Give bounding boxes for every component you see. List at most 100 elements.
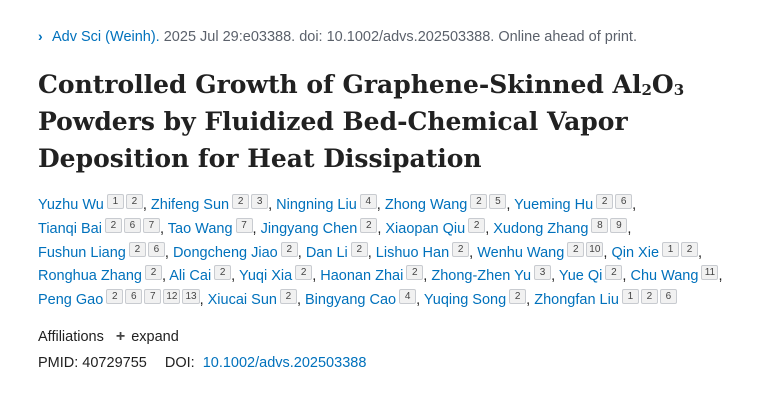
- author-name-link[interactable]: Fushun Liang: [38, 244, 126, 261]
- author-name-link[interactable]: Wenhu Wang: [477, 244, 565, 261]
- author-item: Zhong Wang 2 5,: [384, 194, 511, 213]
- affiliation-badge[interactable]: 2: [452, 241, 470, 257]
- author-name-link[interactable]: Haonan Zhai: [320, 268, 404, 285]
- author-name-link[interactable]: Zhifeng Sun: [150, 197, 230, 213]
- author-name-link[interactable]: Lishuo Han: [375, 244, 450, 261]
- affiliation-badge[interactable]: 2: [567, 241, 585, 257]
- affiliation-badge[interactable]: 4: [399, 289, 417, 305]
- affiliation-badge[interactable]: 7: [142, 217, 160, 233]
- affiliation-badge[interactable]: 4: [359, 194, 377, 209]
- affiliation-badge[interactable]: 2: [279, 289, 297, 305]
- affiliation-badge[interactable]: 13: [182, 289, 200, 305]
- author-name-link[interactable]: Zhong Wang: [384, 197, 468, 213]
- author-item: Chu Wang 11,: [630, 265, 723, 285]
- author-item: Peng Gao 2 6 7 12 13,: [38, 289, 204, 309]
- author-name-link[interactable]: Yuqi Xia: [238, 268, 293, 285]
- author-item: Xiucai Sun 2,: [207, 289, 301, 309]
- author-name-link[interactable]: Xiaopan Qiu: [385, 220, 466, 237]
- affiliation-badge[interactable]: 3: [534, 265, 552, 281]
- doi-link[interactable]: 10.1002/advs.202503388: [202, 355, 367, 371]
- affiliation-badge[interactable]: 2: [605, 265, 623, 281]
- author-name-link[interactable]: Dongcheng Jiao: [172, 244, 278, 261]
- author-name-link[interactable]: Zhongfan Liu: [534, 292, 619, 309]
- affiliation-badge[interactable]: 2: [640, 289, 658, 305]
- plus-icon[interactable]: +: [115, 328, 126, 345]
- author-name-link[interactable]: Chu Wang: [630, 268, 699, 285]
- affiliation-badge[interactable]: 2: [145, 265, 162, 281]
- affiliation-badge[interactable]: 6: [659, 289, 677, 305]
- author-item: Zhongfan Liu 1 2 6: [534, 289, 677, 309]
- author-item: Haonan Zhai 2,: [320, 265, 428, 285]
- affiliation-badge[interactable]: 1: [621, 289, 639, 305]
- affiliation-badge[interactable]: 5: [489, 194, 507, 209]
- affiliation-badge[interactable]: 3: [251, 194, 269, 209]
- affiliation-badge[interactable]: 8: [591, 217, 609, 233]
- author-name-link[interactable]: Dan Li: [305, 244, 348, 261]
- author-name-link[interactable]: Yue Qi: [558, 268, 603, 285]
- identifiers: PMID: 40729755 DOI: 10.1002/advs.2025033…: [38, 355, 366, 371]
- author-name-link[interactable]: Xudong Zhang: [493, 220, 589, 237]
- author-name-link[interactable]: Xiucai Sun: [207, 292, 277, 309]
- author-item: Qin Xie 1 2,: [611, 241, 703, 261]
- affiliation-badge[interactable]: 11: [701, 265, 719, 281]
- author-name-link[interactable]: Peng Gao: [38, 292, 104, 309]
- affiliation-badge[interactable]: 12: [163, 289, 181, 305]
- affiliation-badge[interactable]: 2: [470, 194, 488, 209]
- affiliation-badge[interactable]: 7: [144, 289, 162, 305]
- article-title: Controlled Growth of Graphene-Skinned Al…: [38, 70, 685, 173]
- affiliation-badge[interactable]: 2: [232, 194, 250, 209]
- affiliation-badge[interactable]: 6: [615, 194, 633, 209]
- author-list: Yuzhu Wu 1 2, Zhifeng Sun 2 3, Ningning Liu 4…: [38, 194, 738, 313]
- author-name-link[interactable]: Tao Wang: [167, 220, 233, 237]
- affiliation-badge[interactable]: 2: [406, 265, 424, 281]
- expand-link[interactable]: expand: [131, 329, 179, 345]
- affiliation-badge[interactable]: 1: [662, 241, 680, 257]
- chevron-right-icon[interactable]: ›: [38, 28, 43, 44]
- affiliation-badge[interactable]: 9: [610, 217, 628, 233]
- author-item: Ronghua Zhang 2,: [38, 265, 167, 285]
- affiliation-badge[interactable]: 10: [586, 241, 604, 257]
- affiliation-badge[interactable]: 2: [214, 265, 232, 281]
- author-item: Dongcheng Jiao 2,: [172, 241, 302, 261]
- citation-line: › Adv Sci (Weinh). 2025 Jul 29:e03388. do…: [38, 28, 637, 45]
- author-item: Xiaopan Qiu 2,: [385, 217, 490, 237]
- affiliation-badge[interactable]: 2: [681, 241, 699, 257]
- affiliation-badge[interactable]: 2: [125, 194, 143, 209]
- author-item: Tianqi Bai 2 6 7,: [38, 217, 164, 237]
- author-name-link[interactable]: Ali Cai: [169, 268, 212, 285]
- author-name-link[interactable]: Ronghua Zhang: [38, 268, 142, 285]
- doi-label: DOI:: [164, 355, 195, 371]
- affiliation-badge[interactable]: 2: [360, 217, 378, 233]
- affiliation-badge[interactable]: 2: [295, 265, 313, 281]
- affiliation-badge[interactable]: 6: [147, 241, 165, 257]
- affiliation-badge[interactable]: 2: [509, 289, 527, 305]
- author-name-link[interactable]: Zhong-Zhen Yu: [431, 268, 532, 285]
- author-item: Dan Li 2,: [305, 241, 372, 261]
- author-name-link[interactable]: Yuzhu Wu: [38, 197, 104, 213]
- author-item: Tao Wang 7,: [167, 217, 257, 237]
- affiliation-badge[interactable]: 2: [280, 241, 298, 257]
- affiliation-badge[interactable]: 2: [468, 217, 486, 233]
- affiliation-badge[interactable]: 1: [106, 194, 124, 209]
- author-name-link[interactable]: Yueming Hu: [514, 197, 594, 213]
- author-name-link[interactable]: Yuqing Song: [423, 292, 507, 309]
- author-name-link[interactable]: Qin Xie: [611, 244, 660, 261]
- author-item: Yue Qi 2,: [558, 265, 627, 285]
- affiliations-toggle[interactable]: Affiliations + expand: [38, 328, 179, 346]
- author-name-link[interactable]: Ningning Liu: [276, 197, 357, 213]
- journal-link[interactable]: Adv Sci (Weinh).: [52, 29, 160, 45]
- affiliation-badge[interactable]: 2: [128, 241, 146, 257]
- affiliation-badge[interactable]: 7: [235, 217, 253, 233]
- pmid: PMID: 40729755: [38, 355, 147, 371]
- affiliation-badge[interactable]: 2: [104, 217, 122, 233]
- author-name-link[interactable]: Tianqi Bai: [38, 220, 102, 237]
- affiliation-badge[interactable]: 6: [123, 217, 141, 233]
- affiliation-badge[interactable]: 2: [350, 241, 368, 257]
- author-item: Bingyang Cao 4,: [305, 289, 421, 309]
- author-item: Jingyang Chen 2,: [260, 217, 382, 237]
- affiliation-badge[interactable]: 6: [125, 289, 143, 305]
- author-name-link[interactable]: Jingyang Chen: [260, 220, 358, 237]
- affiliation-badge[interactable]: 2: [106, 289, 124, 305]
- author-name-link[interactable]: Bingyang Cao: [305, 292, 397, 309]
- affiliation-badge[interactable]: 2: [596, 194, 614, 209]
